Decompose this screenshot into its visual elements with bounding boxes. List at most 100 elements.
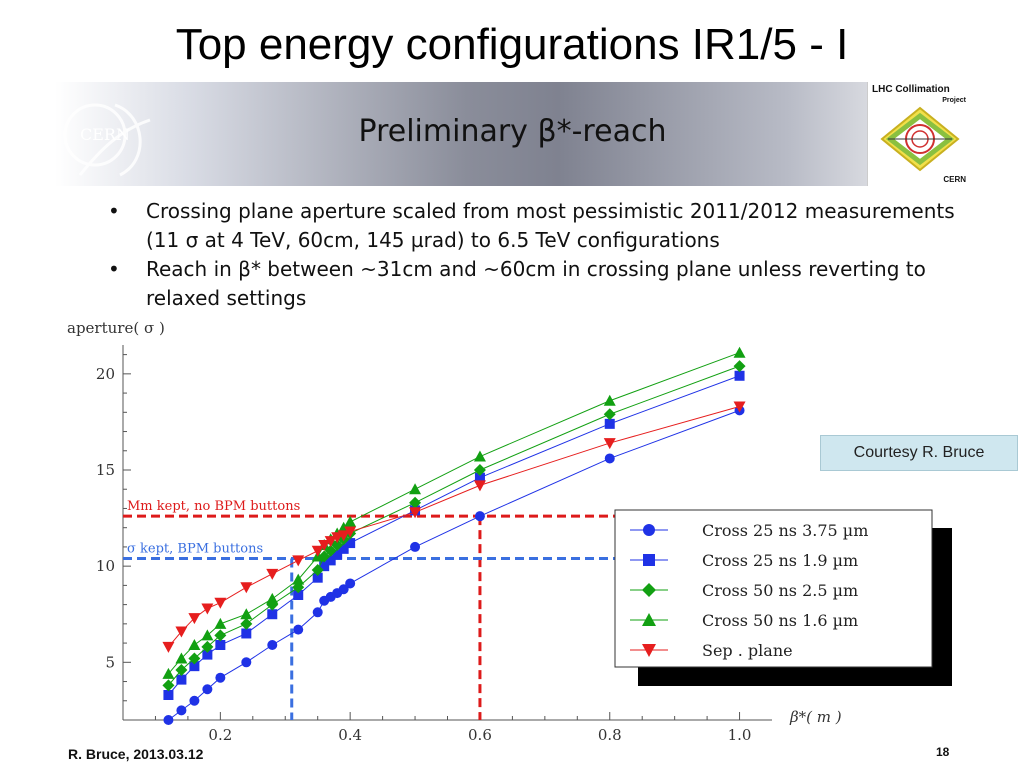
data-point [344,515,357,527]
data-point [318,540,331,551]
legend-shadow [638,528,952,686]
data-point [324,533,337,545]
data-point [188,613,201,625]
data-point [338,584,349,595]
data-point [162,667,175,679]
data-point [603,408,616,421]
data-point [603,438,616,450]
data-point [734,405,745,416]
reference-line-label: Mm kept, no BPM buttons [127,499,300,514]
y-axis-label: aperture( σ ) [67,319,165,337]
data-point [267,609,278,620]
data-point [474,472,485,483]
data-point [214,617,227,629]
series-line [168,375,740,696]
data-point [162,679,175,692]
data-point [410,505,421,516]
page-number: 18 [936,745,950,759]
collimator-icon [880,106,960,172]
collimation-logo: LHC Collimation Project CERN [867,82,970,186]
data-point [202,684,213,695]
data-point [311,564,324,576]
data-point [266,598,279,611]
header-banner: CERN Preliminary β*-reach LHC Collimatio… [55,82,970,186]
series-line [168,409,740,721]
data-point [332,549,343,560]
legend-box [614,509,933,668]
legend-marker [642,613,656,626]
data-point [240,608,253,620]
data-point [189,695,200,706]
data-point [292,555,305,567]
data-point [188,639,201,650]
data-point [240,617,253,630]
data-point [325,591,336,602]
data-point [176,705,187,716]
legend-label: Cross 50 ns 1.6 µm [702,611,858,630]
data-point [734,370,745,381]
data-point [331,527,344,539]
data-point [311,550,324,562]
data-point [241,628,252,639]
legend-marker [643,524,655,536]
data-point [175,664,188,676]
data-point [409,507,422,519]
data-point [266,568,279,580]
collimation-logo-cern: CERN [943,175,966,184]
data-point [474,511,485,522]
data-point [325,555,336,566]
legend-label: Cross 25 ns 3.75 µm [702,521,868,540]
data-point [603,394,616,406]
legend-label: Cross 50 ns 2.5 µm [702,581,858,600]
collimation-logo-title: LHC Collimation [872,84,950,95]
data-point [604,418,615,429]
data-point [604,453,615,464]
data-point [409,496,422,509]
cern-logo-icon: CERN [63,103,151,177]
data-point [292,573,305,585]
data-point [175,652,188,664]
data-point [215,640,226,650]
data-point [189,661,200,672]
footer-author: R. Bruce, 2013.03.12 [68,746,204,762]
data-point [292,581,305,594]
x-tick-label: 0.4 [338,726,362,744]
data-point [473,464,486,476]
banner-title: Preliminary β*-reach [358,114,667,149]
legend-marker [642,583,656,597]
data-point [318,539,331,550]
data-point [163,690,174,700]
data-point [318,550,331,563]
x-axis-label: β*( m ) [789,708,842,726]
data-point [324,544,337,557]
bullet-list: Crossing plane aperture scaled from most… [108,197,958,313]
bullet-1: Crossing plane aperture scaled from most… [108,197,958,255]
cern-logo-text: CERN [80,125,130,144]
data-point [473,480,486,492]
data-point [312,572,323,583]
data-point [202,649,213,660]
y-tick-label: 15 [96,461,115,479]
legend-label: Sep . plane [702,641,793,660]
data-point [188,652,201,665]
courtesy-note: Courtesy R. Bruce [820,435,1018,471]
data-point [410,541,421,552]
data-point [345,578,356,589]
legend-marker [643,554,655,566]
data-point [312,607,323,618]
x-tick-label: 1.0 [728,726,752,744]
slide-title: Top energy configurations IR1/5 - I [175,20,849,69]
data-point [201,629,214,641]
data-point [293,590,304,600]
data-point [240,582,253,594]
bullet-2: Reach in β* between ~31cm and ~60cm in c… [108,255,958,313]
data-point [311,545,324,557]
data-point [293,624,304,635]
series-line [168,406,740,648]
data-point [733,360,746,373]
data-point [409,483,422,495]
x-tick-label: 0.6 [468,726,492,744]
y-tick-label: 20 [96,365,115,383]
data-point [215,672,226,683]
y-tick-label: 5 [105,653,115,671]
